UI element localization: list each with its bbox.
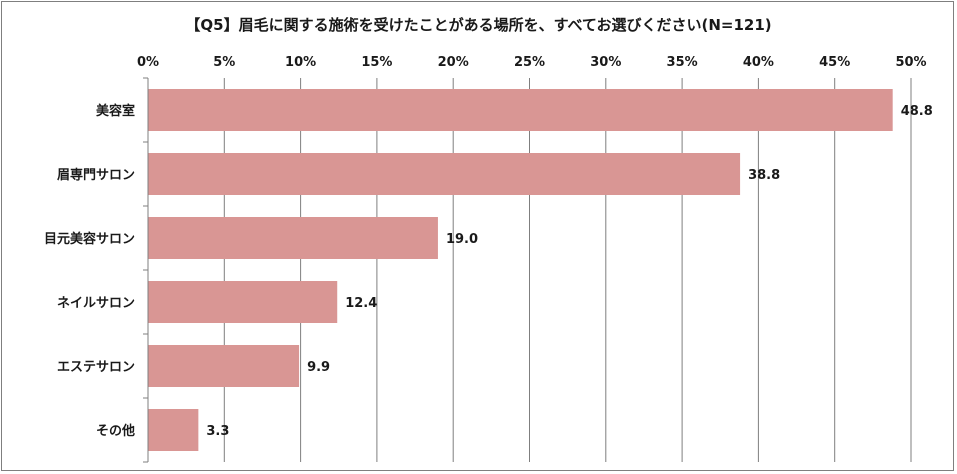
- x-tick-label: 10%: [285, 55, 316, 70]
- category-label: 眉専門サロン: [57, 167, 135, 183]
- category-label: ネイルサロン: [57, 296, 135, 311]
- x-tick-label: 50%: [895, 55, 926, 70]
- x-tick-label: 45%: [819, 55, 850, 70]
- x-axis-ticks: 0% 5% 10% 15% 20% 25% 30% 35% 40% 45% 50%: [137, 55, 927, 70]
- value-labels: 48.8 38.8 19.0 12.4 9.9 3.3: [206, 104, 932, 439]
- x-tick-label: 35%: [667, 55, 698, 70]
- data-label: 48.8: [901, 104, 933, 119]
- bar: [148, 153, 741, 195]
- x-tick-label: 5%: [213, 55, 235, 70]
- bar: [148, 281, 338, 323]
- category-label: 美容室: [96, 103, 135, 119]
- x-tick-label: 0%: [137, 55, 159, 70]
- category-label: エステサロン: [57, 360, 135, 375]
- bar: [148, 217, 438, 259]
- chart-title: 【Q5】眉毛に関する施術を受けたことがある場所を、すべてお選びください(N=12…: [185, 16, 772, 34]
- bar: [148, 409, 199, 451]
- x-tick-label: 30%: [590, 55, 621, 70]
- bar: [148, 345, 300, 387]
- gridlines: [223, 78, 912, 462]
- x-tick-label: 15%: [361, 55, 392, 70]
- x-tick-label: 25%: [514, 55, 545, 70]
- x-tick-label: 40%: [743, 55, 774, 70]
- x-tick-label: 20%: [438, 55, 469, 70]
- data-label: 38.8: [748, 168, 780, 183]
- data-label: 3.3: [206, 424, 229, 439]
- category-label: その他: [96, 423, 135, 439]
- category-label: 目元美容サロン: [44, 231, 135, 247]
- data-label: 12.4: [345, 296, 377, 311]
- data-label: 9.9: [307, 360, 330, 375]
- bar: [148, 89, 893, 131]
- y-axis: [143, 77, 149, 463]
- data-label: 19.0: [446, 232, 478, 247]
- bars: [148, 89, 893, 451]
